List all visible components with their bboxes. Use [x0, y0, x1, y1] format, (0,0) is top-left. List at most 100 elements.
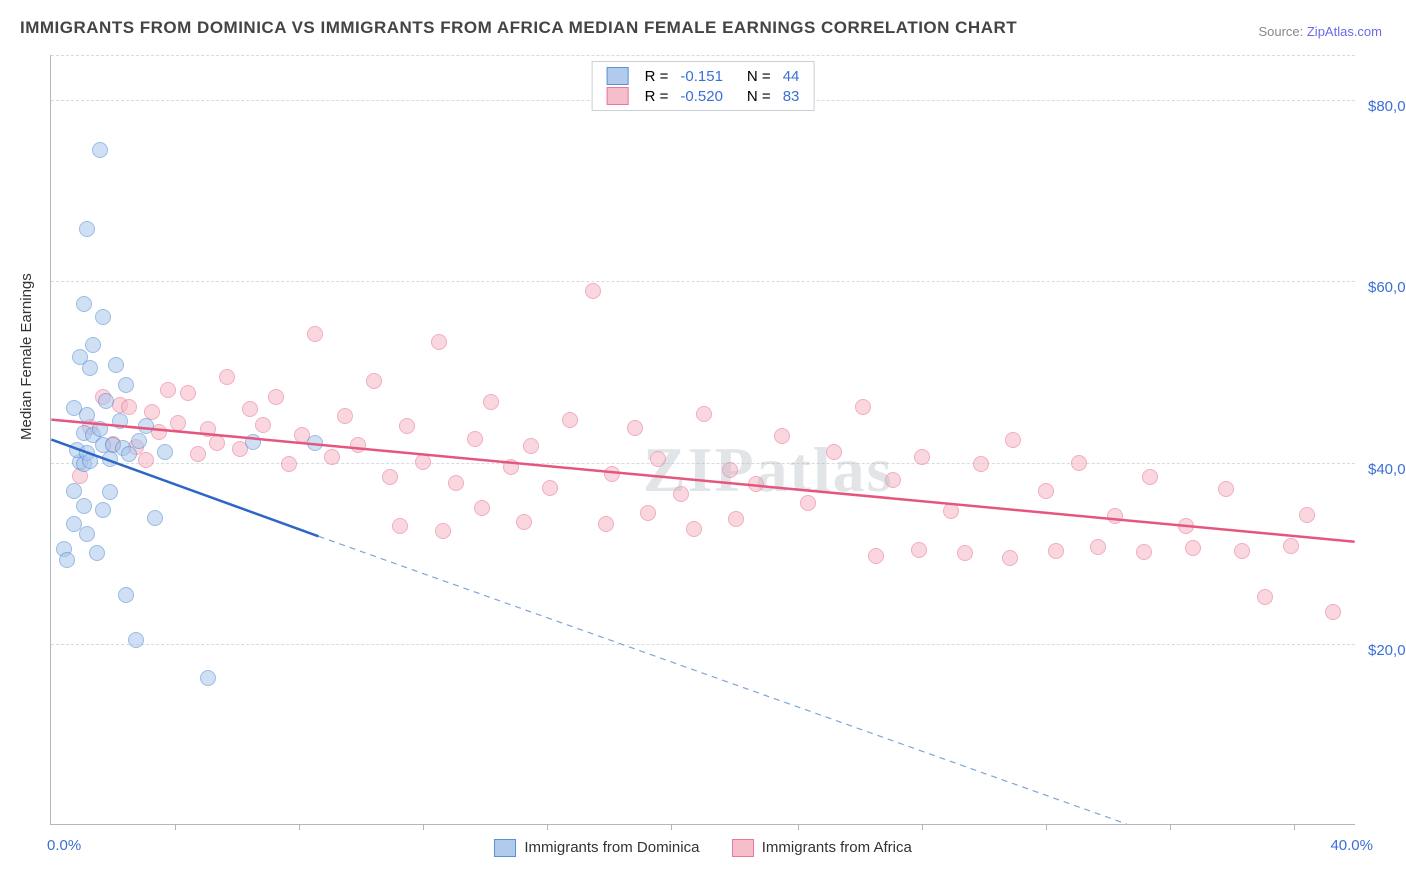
swatch-africa: [732, 839, 754, 857]
point-dominica: [138, 418, 154, 434]
point-africa: [1038, 483, 1054, 499]
y-axis-label: Median Female Earnings: [18, 273, 35, 440]
point-africa: [170, 415, 186, 431]
x-tick: [1046, 824, 1047, 830]
scatter-plot-area: ZIPatlas R = -0.151 N = 44 R = -0.520 N …: [50, 55, 1355, 825]
point-africa: [435, 523, 451, 539]
point-africa: [392, 518, 408, 534]
point-africa: [868, 548, 884, 564]
point-africa: [1299, 507, 1315, 523]
point-africa: [855, 399, 871, 415]
point-africa: [748, 476, 764, 492]
point-africa: [180, 385, 196, 401]
point-africa: [1090, 539, 1106, 555]
point-africa: [562, 412, 578, 428]
y-tick-label: $40,000: [1360, 461, 1406, 478]
point-dominica: [95, 309, 111, 325]
point-dominica: [307, 435, 323, 451]
point-dominica: [76, 498, 92, 514]
point-africa: [826, 444, 842, 460]
legend-n-value-africa: 83: [777, 86, 806, 106]
point-dominica: [89, 545, 105, 561]
point-dominica: [66, 483, 82, 499]
point-africa: [366, 373, 382, 389]
point-africa: [1234, 543, 1250, 559]
point-africa: [585, 283, 601, 299]
legend-row-africa: R = -0.520 N = 83: [601, 86, 806, 106]
point-dominica: [200, 670, 216, 686]
swatch-dominica: [607, 67, 629, 85]
point-africa: [219, 369, 235, 385]
point-dominica: [102, 484, 118, 500]
chart-title: IMMIGRANTS FROM DOMINICA VS IMMIGRANTS F…: [20, 18, 1017, 38]
point-africa: [800, 495, 816, 511]
x-tick: [1294, 824, 1295, 830]
point-africa: [650, 451, 666, 467]
legend-r-value-dominica: -0.151: [674, 66, 729, 86]
legend-n-value-dominica: 44: [777, 66, 806, 86]
point-africa: [268, 389, 284, 405]
point-africa: [382, 469, 398, 485]
x-tick: [922, 824, 923, 830]
point-africa: [774, 428, 790, 444]
point-africa: [160, 382, 176, 398]
point-dominica: [128, 632, 144, 648]
x-axis-min-label: 0.0%: [47, 837, 81, 854]
point-africa: [503, 459, 519, 475]
point-africa: [281, 456, 297, 472]
point-dominica: [121, 446, 137, 462]
gridline: [51, 463, 1355, 464]
x-tick: [671, 824, 672, 830]
point-africa: [1048, 543, 1064, 559]
point-africa: [255, 417, 271, 433]
y-tick-label: $20,000: [1360, 642, 1406, 659]
source-attribution: Source: ZipAtlas.com: [1258, 24, 1382, 39]
point-africa: [350, 437, 366, 453]
point-dominica: [66, 516, 82, 532]
legend-r-value-africa: -0.520: [674, 86, 729, 106]
point-dominica: [92, 142, 108, 158]
x-tick: [1170, 824, 1171, 830]
point-africa: [1178, 518, 1194, 534]
y-tick-label: $60,000: [1360, 279, 1406, 296]
point-africa: [973, 456, 989, 472]
point-dominica: [85, 337, 101, 353]
point-dominica: [108, 357, 124, 373]
legend-item-africa: Immigrants from Africa: [732, 839, 912, 856]
gridline: [51, 644, 1355, 645]
legend-r-label: R =: [639, 86, 675, 106]
x-tick: [175, 824, 176, 830]
point-dominica: [147, 510, 163, 526]
point-africa: [722, 462, 738, 478]
point-dominica: [118, 587, 134, 603]
legend-item-dominica: Immigrants from Dominica: [494, 839, 699, 856]
point-africa: [728, 511, 744, 527]
swatch-dominica: [494, 839, 516, 857]
source-prefix: Source:: [1258, 24, 1306, 39]
point-dominica: [79, 407, 95, 423]
point-africa: [598, 516, 614, 532]
point-africa: [415, 454, 431, 470]
gridline: [51, 55, 1355, 56]
point-africa: [431, 334, 447, 350]
point-dominica: [72, 349, 88, 365]
point-dominica: [157, 444, 173, 460]
point-africa: [686, 521, 702, 537]
point-africa: [516, 514, 532, 530]
point-africa: [483, 394, 499, 410]
point-africa: [627, 420, 643, 436]
point-africa: [673, 486, 689, 502]
source-link[interactable]: ZipAtlas.com: [1307, 24, 1382, 39]
x-axis-max-label: 40.0%: [1330, 837, 1373, 854]
point-africa: [467, 431, 483, 447]
point-dominica: [79, 221, 95, 237]
point-africa: [399, 418, 415, 434]
point-africa: [190, 446, 206, 462]
legend-n-label: N =: [729, 66, 777, 86]
legend-n-label: N =: [729, 86, 777, 106]
point-africa: [1136, 544, 1152, 560]
point-africa: [1002, 550, 1018, 566]
point-dominica: [131, 433, 147, 449]
swatch-africa: [607, 87, 629, 105]
point-africa: [324, 449, 340, 465]
